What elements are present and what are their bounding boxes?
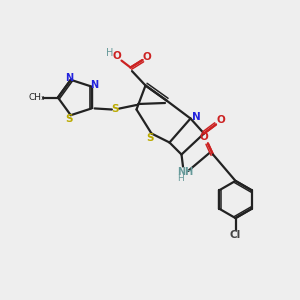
Text: S: S	[112, 104, 119, 115]
Text: O: O	[199, 132, 208, 142]
Text: O: O	[216, 115, 225, 125]
Text: Cl: Cl	[230, 230, 241, 241]
Text: S: S	[146, 133, 154, 143]
Text: N: N	[90, 80, 98, 90]
Text: H: H	[106, 47, 113, 58]
Text: CH₃: CH₃	[28, 93, 45, 102]
Text: N: N	[191, 112, 200, 122]
Text: N: N	[65, 73, 73, 83]
Text: O: O	[142, 52, 151, 62]
Text: S: S	[65, 114, 73, 124]
Text: H: H	[177, 174, 184, 183]
Text: O: O	[112, 51, 121, 61]
Text: NH: NH	[177, 167, 193, 177]
